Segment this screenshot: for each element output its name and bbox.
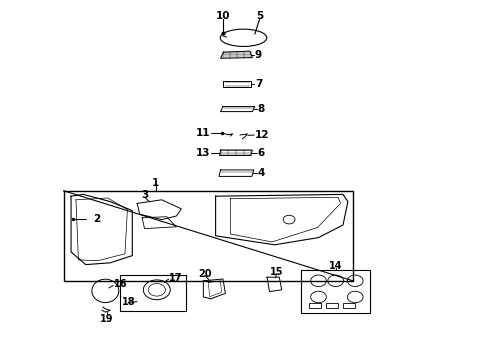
Text: 11: 11 <box>196 128 211 138</box>
Text: 12: 12 <box>255 130 270 140</box>
Text: 3: 3 <box>141 190 148 201</box>
Text: 1: 1 <box>152 178 159 188</box>
Text: 6: 6 <box>257 148 265 158</box>
Text: 16: 16 <box>114 279 127 289</box>
Text: 8: 8 <box>257 104 265 114</box>
Text: 5: 5 <box>256 11 263 21</box>
Text: 14: 14 <box>329 261 343 271</box>
Text: 17: 17 <box>169 273 183 283</box>
Bar <box>343 303 355 308</box>
Text: 13: 13 <box>196 148 211 158</box>
Text: 9: 9 <box>255 50 262 60</box>
Text: 2: 2 <box>93 214 100 224</box>
Text: 19: 19 <box>100 314 114 324</box>
Bar <box>309 303 321 308</box>
Text: 20: 20 <box>198 269 212 279</box>
Bar <box>326 303 338 308</box>
Text: 4: 4 <box>257 168 265 178</box>
Text: 7: 7 <box>255 79 262 89</box>
Text: 15: 15 <box>270 267 284 277</box>
Text: 18: 18 <box>122 297 135 307</box>
Text: 10: 10 <box>216 11 230 21</box>
